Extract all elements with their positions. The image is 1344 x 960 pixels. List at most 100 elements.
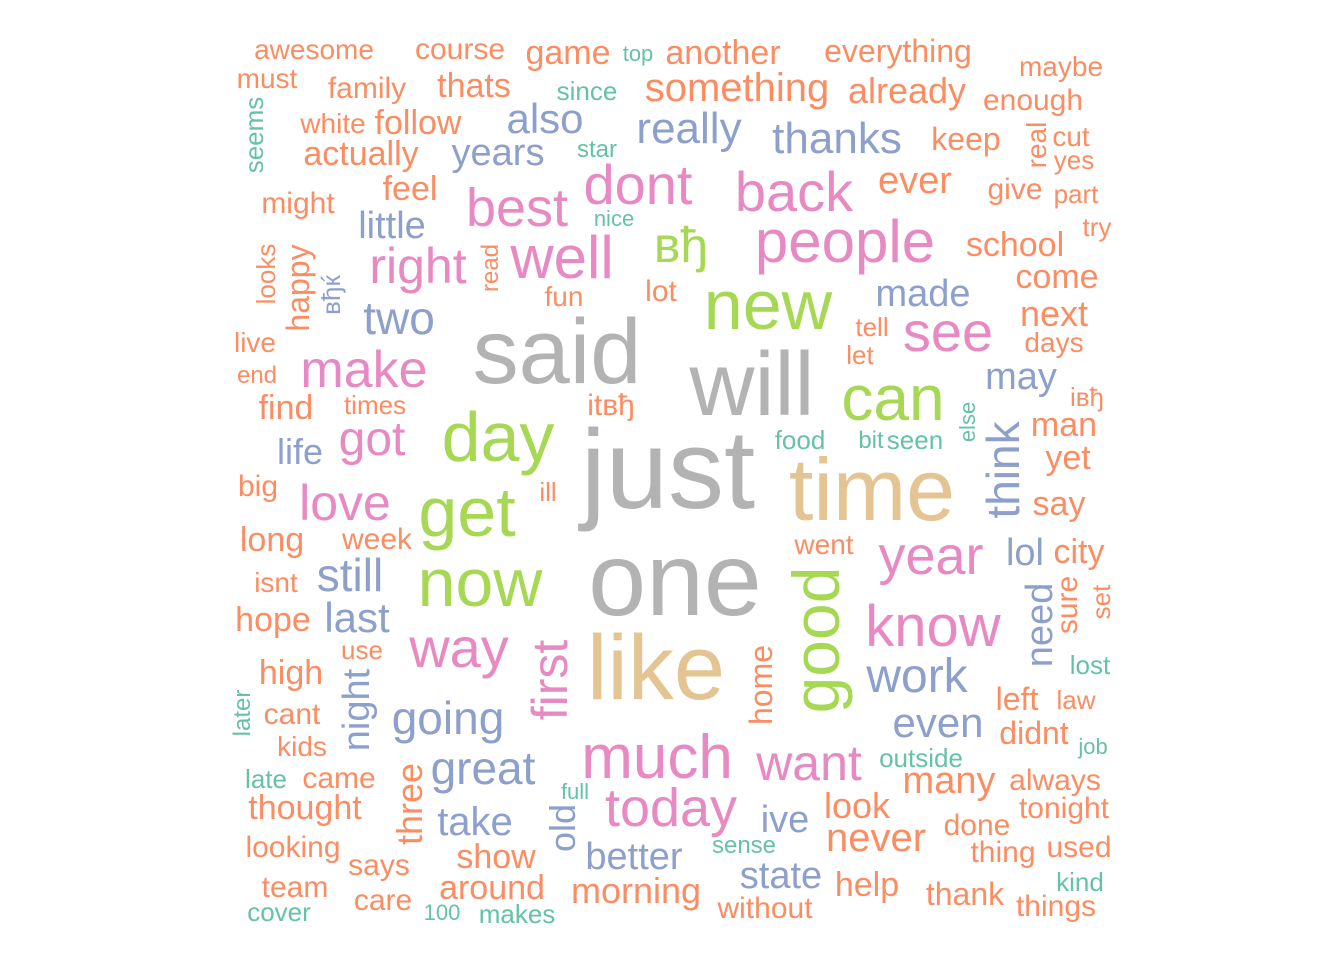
word-today: today [604,778,738,838]
word-nice: nice [593,206,635,231]
word-days: days [1024,327,1084,358]
word-care: care [353,884,413,917]
word-now: now [417,545,543,621]
word-since: since [556,76,618,106]
word-top: top [622,41,654,66]
word-show: show [456,838,536,876]
word-outside: outside [879,743,963,773]
word-used: used [1046,831,1112,864]
word-little: little [358,205,426,247]
word-went: went [794,529,854,560]
word-will: will [689,335,815,435]
word-also: also [506,95,584,142]
word-already: already [847,70,967,111]
word-made: made [875,273,971,315]
word-use: use [341,635,383,665]
word-else: else [955,401,980,443]
word-morning: morning [570,870,702,911]
word-find: find [258,389,314,427]
word-course: course [414,33,506,66]
word-tonight: tonight [1018,792,1110,825]
word-follow: follow [374,104,462,142]
word-said: said [472,301,642,403]
word-lol: lol [1005,532,1045,574]
word-everything: everything [824,33,972,69]
word-done: done [943,809,1011,842]
word-life: life [276,431,324,472]
word-vdj: вђ [653,217,709,273]
word-bit: bit [858,427,884,454]
word-sure: sure [1051,575,1084,635]
word-get: get [418,473,516,551]
word-city: city [1053,533,1105,571]
word-never: never [825,816,927,860]
word-many: many [902,760,996,802]
word-one: one [588,522,762,638]
word-thank: thank [925,876,1005,912]
word-ever: ever [878,160,952,202]
word-last: last [324,594,390,641]
word-full: full [560,779,590,804]
word-good: good [779,566,853,714]
word-first: first [522,639,578,721]
word-around: around [439,869,545,907]
word-day: day [441,398,555,476]
word-seen: seen [886,425,944,455]
word-something: something [644,66,830,110]
word-tell: tell [855,312,889,342]
word-night: night [336,668,378,752]
word-didnt: didnt [999,715,1069,751]
word-kind: kind [1056,867,1104,897]
word-still: still [316,549,384,601]
word-take: take [437,800,513,844]
word-got: got [338,413,406,466]
word-part: part [1053,179,1099,209]
word-white: white [300,108,366,139]
word-things: things [1015,890,1097,923]
word-enough: enough [982,84,1084,117]
word-makes: makes [478,899,556,929]
word-love: love [299,475,391,531]
word-hope: hope [235,601,311,639]
word-came: came [302,762,376,795]
word-seems: seems [239,96,269,174]
word-may: may [985,356,1057,398]
word-thats: thats [437,67,511,105]
word-know: know [865,594,1001,659]
word-yes: yes [1053,145,1095,175]
word-vdk: вђќ [316,275,346,315]
word-isnt: isnt [254,567,298,598]
word-lot: lot [645,275,677,308]
word-times: times [343,390,407,420]
word-star: star [576,136,618,163]
word-cover: cover [247,897,311,927]
word-always: always [1009,764,1101,797]
word-left: left [995,681,1039,717]
word-looks: looks [251,243,281,305]
word-people: people [754,208,936,275]
word-awesome: awesome [254,34,374,65]
word-give: give [987,173,1043,206]
word-can: can [841,362,945,434]
word-feel: feel [382,170,438,208]
word-time: time [788,440,956,539]
word-man: man [1030,406,1098,444]
word-back: back [734,160,854,223]
word-without: without [717,892,813,925]
word-another: another [665,34,781,72]
word-really: really [636,104,742,153]
word-kids: kids [277,731,327,762]
word-long: long [239,521,305,559]
word-looking: looking [245,831,341,864]
word-ive: ive [760,799,810,841]
word-game: game [525,34,611,72]
word-two: two [363,292,435,344]
word-might: might [261,187,335,220]
word-read: read [477,243,504,293]
word-going: going [391,692,505,744]
word-try: try [1082,212,1112,242]
word-thanks: thanks [772,114,902,163]
word-high: high [258,654,324,692]
word-thing: thing [970,836,1036,869]
word-let: let [846,340,874,370]
